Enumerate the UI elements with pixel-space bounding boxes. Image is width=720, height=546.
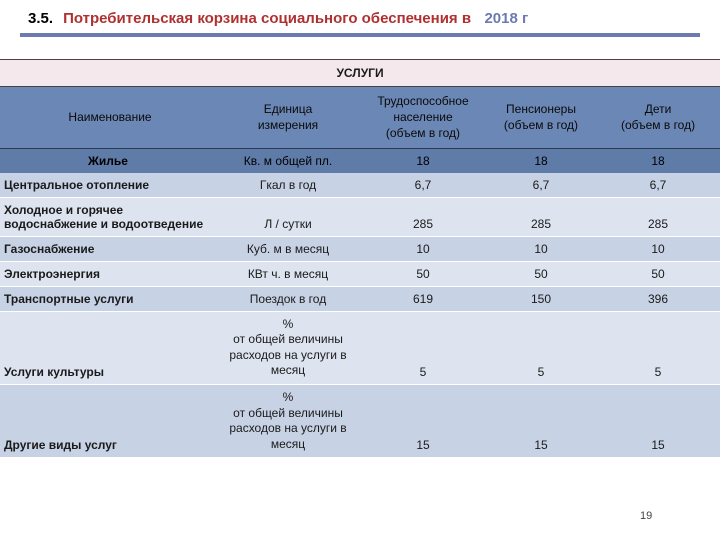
cell-unit: Гкал в год (216, 173, 360, 198)
row-gas: Газоснабжение Куб. м в месяц 10 10 10 (0, 236, 720, 261)
col-children: Дети (объем в год) (596, 87, 720, 149)
col-name: Наименование (0, 87, 216, 149)
row-electricity: Электроэнергия КВт ч. в месяц 50 50 50 (0, 261, 720, 286)
cell-value: 285 (360, 197, 486, 236)
cell-value: 15 (596, 384, 720, 457)
row-other: Другие виды услуг % от общей величины ра… (0, 384, 720, 457)
cell-value: 285 (486, 197, 596, 236)
cell-value: 50 (360, 261, 486, 286)
cell-value: 10 (360, 236, 486, 261)
col-name-label: Наименование (8, 109, 212, 125)
cell-unit: % от общей величины расходов на услуги в… (216, 384, 360, 457)
cell-value: 5 (360, 311, 486, 384)
cell-unit: КВт ч. в месяц (216, 261, 360, 286)
cell-unit: Поездок в год (216, 286, 360, 311)
cell-value: 5 (596, 311, 720, 384)
title-text: Потребительская корзина социального обес… (63, 10, 471, 27)
cell-value: 5 (486, 311, 596, 384)
cell-label: Газоснабжение (0, 236, 216, 261)
col-pensioners: Пенсионеры (объем в год) (486, 87, 596, 149)
page-title: 3.5. Потребительская корзина социального… (20, 6, 700, 37)
cell-value: 18 (360, 148, 486, 173)
cell-unit: % от общей величины расходов на услуги в… (216, 311, 360, 384)
cell-value: 6,7 (596, 173, 720, 198)
page-number: 19 (640, 510, 652, 522)
cell-value: 15 (360, 384, 486, 457)
cell-value: 50 (596, 261, 720, 286)
row-culture: Услуги культуры % от общей величины расх… (0, 311, 720, 384)
services-table: УСЛУГИ Наименование Единица измерения Тр… (0, 59, 720, 458)
cell-value: 50 (486, 261, 596, 286)
row-heating: Центральное отопление Гкал в год 6,7 6,7… (0, 173, 720, 198)
cell-value: 10 (596, 236, 720, 261)
cell-label: Транспортные услуги (0, 286, 216, 311)
cell-label: Центральное отопление (0, 173, 216, 198)
cell-value: 10 (486, 236, 596, 261)
col-workingage: Трудоспособное население (объем в год) (360, 87, 486, 149)
cell-label: Другие виды услуг (0, 384, 216, 457)
cell-value: 18 (486, 148, 596, 173)
row-housing: Жилье Кв. м общей пл. 18 18 18 (0, 148, 720, 173)
title-number: 3.5. (28, 10, 53, 27)
cell-value: 619 (360, 286, 486, 311)
cell-value: 15 (486, 384, 596, 457)
cell-label: Холодное и горячее водоснабжение и водоо… (0, 197, 216, 236)
table-header-services: УСЛУГИ (0, 60, 720, 87)
cell-unit: Куб. м в месяц (216, 236, 360, 261)
cell-unit: Кв. м общей пл. (216, 148, 360, 173)
row-transport: Транспортные услуги Поездок в год 619 15… (0, 286, 720, 311)
cell-value: 6,7 (360, 173, 486, 198)
cell-value: 18 (596, 148, 720, 173)
cell-label: Электроэнергия (0, 261, 216, 286)
cell-label: Услуги культуры (0, 311, 216, 384)
title-year: 2018 г (484, 10, 528, 27)
cell-value: 396 (596, 286, 720, 311)
col-unit: Единица измерения (216, 87, 360, 149)
cell-unit: Л / сутки (216, 197, 360, 236)
cell-value: 6,7 (486, 173, 596, 198)
column-headers-row: Наименование Единица измерения Трудоспос… (0, 87, 720, 149)
row-water: Холодное и горячее водоснабжение и водоо… (0, 197, 720, 236)
cell-value: 150 (486, 286, 596, 311)
cell-label: Жилье (0, 148, 216, 173)
cell-value: 285 (596, 197, 720, 236)
